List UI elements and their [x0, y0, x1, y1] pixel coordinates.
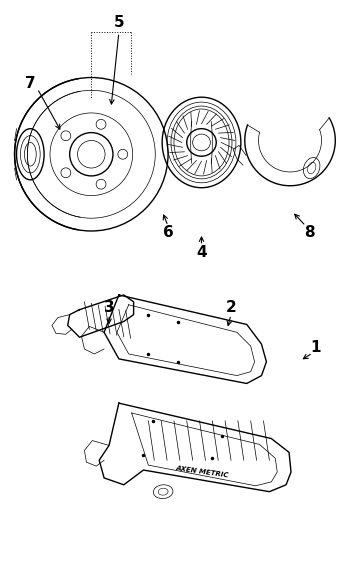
Text: 7: 7 [25, 76, 36, 91]
Text: 5: 5 [114, 15, 124, 30]
Text: AXEN METRIC: AXEN METRIC [175, 466, 229, 479]
Text: 8: 8 [304, 225, 315, 240]
Text: 6: 6 [163, 225, 173, 240]
Text: 1: 1 [310, 339, 321, 354]
Text: 3: 3 [104, 300, 114, 315]
Text: 2: 2 [226, 300, 236, 315]
Text: 4: 4 [196, 245, 207, 260]
